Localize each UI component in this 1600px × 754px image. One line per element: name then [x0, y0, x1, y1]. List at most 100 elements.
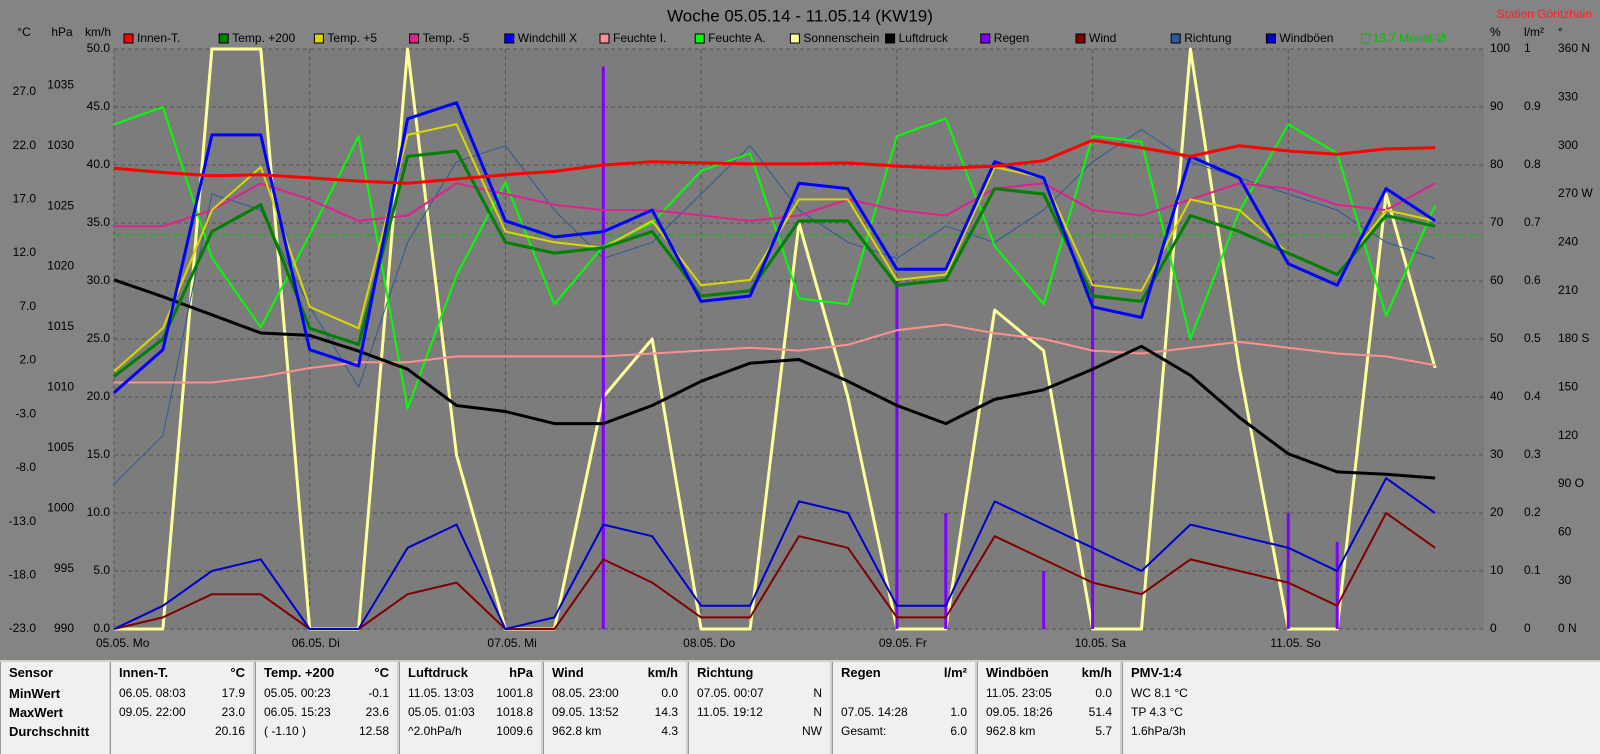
y-tick-label: -13.0 — [9, 514, 37, 528]
column-header: Regen — [841, 665, 881, 680]
series-line — [113, 106, 1437, 410]
legend-swatch — [123, 33, 134, 44]
legend-label: Temp. -5 — [423, 31, 470, 45]
y-tick-label: 15.0 — [87, 447, 111, 461]
column-header: Windböen — [986, 665, 1049, 680]
axis-unit: ° — [1558, 25, 1563, 39]
row-label: MinWert — [9, 686, 61, 701]
legend-label: Sonnenschein — [803, 31, 879, 45]
rain-bar — [601, 66, 605, 629]
y-tick-label: 100 — [1490, 41, 1510, 55]
legend-swatch — [1361, 33, 1371, 44]
legend-label: Feuchte I. — [613, 31, 666, 45]
y-tick-label: -3.0 — [15, 406, 36, 420]
y-tick-label: 50.0 — [87, 41, 111, 55]
row-label: MaxWert — [9, 705, 63, 720]
y-tick-label: 0.2 — [1524, 505, 1541, 519]
y-tick-label: 17.0 — [13, 192, 37, 206]
legend-swatch — [313, 33, 324, 44]
series-line — [114, 182, 1436, 228]
legend-label: Temp. +200 — [232, 31, 295, 45]
y-tick-label: 90 — [1490, 99, 1504, 113]
y-tick-label: 1025 — [47, 198, 74, 212]
cell-value: NW — [802, 724, 822, 738]
y-tick-label: 50 — [1490, 331, 1504, 345]
y-tick-label: 2.0 — [19, 353, 36, 367]
series-line — [113, 129, 1436, 485]
legend-swatch — [789, 33, 800, 44]
legend-swatch — [885, 33, 896, 44]
chart-title: Woche 05.05.14 - 11.05.14 (KW19) — [667, 6, 933, 25]
cell-text: Gesamt: — [841, 724, 887, 738]
cell-text: 11.05. 19:12 — [697, 705, 763, 719]
cell-value: -0.1 — [368, 686, 389, 700]
legend-label: Temp. +5 — [327, 31, 377, 45]
legend-label: Windchill X — [518, 31, 577, 45]
y-tick-label: 1020 — [47, 259, 74, 273]
column-header: PMV-1:4 — [1131, 665, 1182, 680]
cell-text: 1.6hPa/3h — [1131, 724, 1186, 738]
y-tick-label: 70 — [1490, 215, 1504, 229]
y-tick-label: 990 — [54, 621, 74, 635]
cell-value: 1009.6 — [496, 724, 533, 738]
legend-label: Feuchte A. — [708, 31, 765, 45]
rain-bar — [1091, 281, 1095, 629]
cell-text: 962.8 km — [552, 724, 602, 738]
y-tick-label: 20.0 — [87, 389, 111, 403]
column-header: Luftdruck — [408, 665, 468, 680]
y-tick-label: 1030 — [47, 138, 74, 152]
y-tick-label: 0 — [1490, 621, 1497, 635]
legend-swatch — [599, 33, 610, 44]
table-column: Wind km/h 08.05. 23:00 0.0 09.05. 13:52 14.3 9… — [543, 662, 686, 754]
column-unit: °C — [374, 665, 389, 680]
y-tick-label: 0.8 — [1524, 157, 1541, 171]
cell-value: 14.3 — [654, 705, 678, 719]
y-tick-label: 30 — [1490, 447, 1504, 461]
cell-text: 11.05. 13:03 — [408, 686, 474, 700]
y-tick-label: 90 O — [1558, 476, 1584, 490]
y-tick-label: 30.0 — [87, 273, 111, 287]
station-label: Station Göritzhain — [1497, 7, 1592, 21]
legend-swatch — [980, 33, 991, 44]
legend-label: Innen-T. — [137, 31, 180, 45]
x-tick-label: 08.05. Do — [683, 636, 735, 650]
legend-swatch — [1075, 33, 1086, 44]
y-tick-label: 120 — [1558, 428, 1578, 442]
y-tick-label: -18.0 — [9, 567, 37, 581]
y-tick-label: 60 — [1558, 525, 1572, 539]
column-header: Sensor — [9, 665, 54, 680]
y-tick-label: -8.0 — [15, 460, 36, 474]
y-tick-label: 20 — [1490, 505, 1504, 519]
x-tick-label: 05.05. Mo — [96, 636, 150, 650]
table-column: Richtung 07.05. 00:07 N 11.05. 19:12 N NW — [688, 662, 830, 754]
cell-text: 08.05. 23:00 — [552, 686, 619, 700]
y-tick-label: 45.0 — [87, 99, 111, 113]
cell-text: 09.05. 18:26 — [986, 705, 1053, 719]
y-tick-label: 0.4 — [1524, 389, 1541, 403]
y-tick-label: 300 — [1558, 138, 1578, 152]
cell-text: 06.05. 08:03 — [119, 686, 186, 700]
y-tick-label: 360 N — [1558, 41, 1590, 55]
row-label: Durchschnitt — [9, 724, 90, 739]
legend-swatch — [694, 33, 705, 44]
y-tick-label: 60 — [1490, 273, 1504, 287]
y-tick-label: 0.3 — [1524, 447, 1541, 461]
cell-text: 09.05. 13:52 — [552, 705, 619, 719]
cell-text: 05.05. 01:03 — [408, 705, 475, 719]
rain-bar — [1335, 542, 1339, 629]
column-unit: °C — [230, 665, 245, 680]
y-tick-label: 25.0 — [87, 331, 111, 345]
axis-unit: °C — [17, 25, 31, 39]
series-line — [113, 138, 1436, 185]
y-tick-label: 40 — [1490, 389, 1504, 403]
y-tick-label: 1035 — [47, 77, 74, 91]
series-line — [113, 149, 1436, 378]
cell-value: 4.3 — [661, 724, 678, 738]
y-tick-label: 0.5 — [1524, 331, 1541, 345]
rain-bar — [944, 513, 948, 629]
table-column: PMV-1:4 WC 8.1 °C TP 4.3 °C 1.6hPa/3h — [1122, 662, 1600, 754]
y-tick-label: 0.7 — [1524, 215, 1541, 229]
table-column: Sensor MinWert MaxWert Durchschnitt — [0, 662, 109, 754]
cell-text: 962.8 km — [986, 724, 1036, 738]
